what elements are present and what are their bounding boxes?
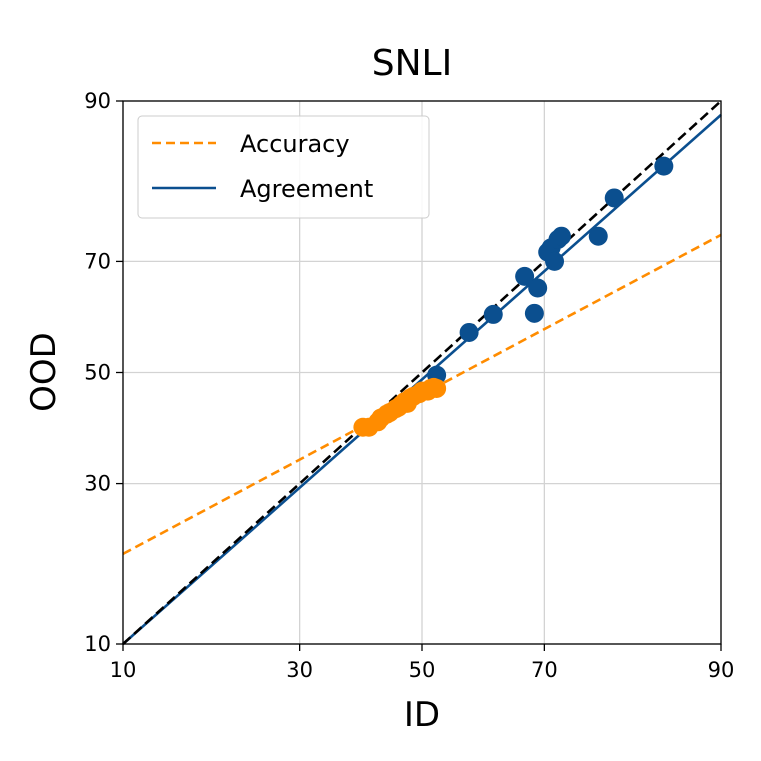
agreement-point — [524, 303, 544, 323]
y-tick-label: 70 — [84, 249, 111, 273]
legend: Accuracy Agreement — [137, 115, 430, 219]
x-tick-label: 10 — [110, 658, 137, 682]
agreement-point — [545, 251, 565, 271]
y-tick-label: 90 — [84, 89, 111, 113]
x-tick-label: 50 — [409, 658, 436, 682]
axis-ticks: 10 30 50 70 90 10 30 50 70 90 — [84, 89, 734, 682]
agreement-point — [459, 322, 479, 342]
agreement-point — [483, 304, 503, 324]
accuracy-point — [427, 378, 447, 398]
y-tick-label: 10 — [84, 632, 111, 656]
scatter-points — [353, 156, 674, 437]
agreement-point — [528, 278, 548, 298]
y-tick-label: 30 — [84, 472, 111, 496]
y-tick-label: 50 — [84, 361, 111, 385]
agreement-point — [588, 226, 608, 246]
chart-title: SNLI — [372, 43, 452, 84]
x-tick-label: 70 — [531, 658, 558, 682]
agreement-point — [604, 188, 624, 208]
legend-accuracy-label: Accuracy — [240, 130, 350, 158]
agreement-point — [551, 226, 571, 246]
legend-box — [137, 115, 430, 219]
agreement-point — [515, 266, 535, 286]
x-tick-label: 90 — [708, 658, 735, 682]
legend-agreement-label: Agreement — [240, 175, 373, 203]
y-axis-title: OOD — [24, 332, 64, 412]
x-axis-title: ID — [404, 695, 440, 735]
agreement-point — [654, 156, 674, 176]
x-tick-label: 30 — [286, 658, 313, 682]
